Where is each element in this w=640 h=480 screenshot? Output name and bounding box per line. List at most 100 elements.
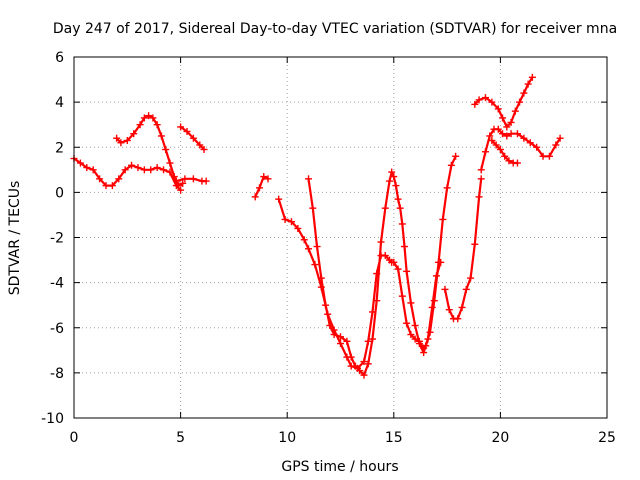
data-point [439,215,447,223]
data-point [424,335,432,343]
data-point [539,152,547,160]
data-point [162,146,170,154]
data-point [505,157,513,165]
data-point [179,179,187,187]
data-point [294,224,302,232]
data-point [160,166,168,174]
data-point [189,134,197,142]
data-point [494,105,502,113]
series-track [471,73,536,131]
data-point [177,186,185,194]
data-point [407,331,415,339]
data-point [317,274,325,282]
data-point [337,340,344,348]
data-point [170,173,178,181]
data-point [398,220,406,228]
data-point [96,175,104,183]
data-point [503,123,511,131]
y-tick-label: -8 [50,366,64,382]
data-point [251,193,259,201]
data-point [337,333,344,341]
data-point [488,136,496,144]
data-point [445,306,453,314]
data-point [415,340,423,348]
data-point [507,118,515,126]
data-point [189,175,197,183]
data-point [471,100,479,108]
data-point [481,148,489,156]
data-point [183,127,191,135]
data-point [394,195,402,203]
plot-frame [73,56,608,419]
data-point [403,319,411,327]
data-point [511,107,519,115]
y-tick-label: 2 [55,140,64,156]
x-tick-label: 10 [278,430,296,446]
y-tick-label: 4 [55,95,64,111]
data-point [128,161,136,169]
x-tick-label: 15 [385,430,403,446]
data-point [496,146,504,154]
data-point [533,143,541,151]
data-point [475,96,483,104]
data-point [477,166,485,174]
data-point [347,353,355,361]
data-point [552,141,560,149]
data-point [368,335,376,343]
grid-lines [74,57,607,418]
data-point [343,337,351,345]
data-point [136,121,144,129]
data-point [196,141,204,149]
series-track [441,175,485,323]
x-tick-label: 20 [491,430,509,446]
data-point [503,132,511,140]
data-point [181,175,189,183]
data-point [396,204,404,212]
data-point [130,130,138,138]
data-point [437,258,445,266]
series-line [72,157,182,192]
x-tick-label: 25 [598,430,616,446]
data-point [305,175,313,183]
data-point [330,331,338,339]
data-point [123,136,131,144]
data-point [494,125,502,133]
data-point [462,285,470,293]
data-point [166,159,174,167]
data-point [364,360,372,368]
x-axis-label: GPS time / hours [281,459,398,475]
series-track [305,168,445,379]
series-line [443,177,483,320]
data-point [471,240,479,248]
data-point [458,303,466,311]
data-point [477,175,485,183]
data-point [420,349,428,357]
data-point [545,152,553,160]
data-point [202,177,210,185]
data-point [373,297,381,305]
data-point [140,114,148,122]
data-point [153,164,161,172]
data-point [432,272,440,280]
data-point [115,175,123,183]
data-point [313,243,321,251]
data-point [177,123,185,131]
data-point [475,193,483,201]
data-point [388,168,396,176]
data-point [200,146,208,154]
series-line [254,175,270,198]
data-point [390,173,398,181]
data-point [428,303,436,311]
data-point [520,134,528,142]
data-point [117,139,125,147]
data-point [454,315,462,323]
data-point [121,166,129,174]
data-point [360,371,368,379]
data-point [381,204,389,212]
data-point [356,367,364,375]
data-point [281,215,289,223]
data-point [309,204,317,212]
data-point [499,114,507,122]
